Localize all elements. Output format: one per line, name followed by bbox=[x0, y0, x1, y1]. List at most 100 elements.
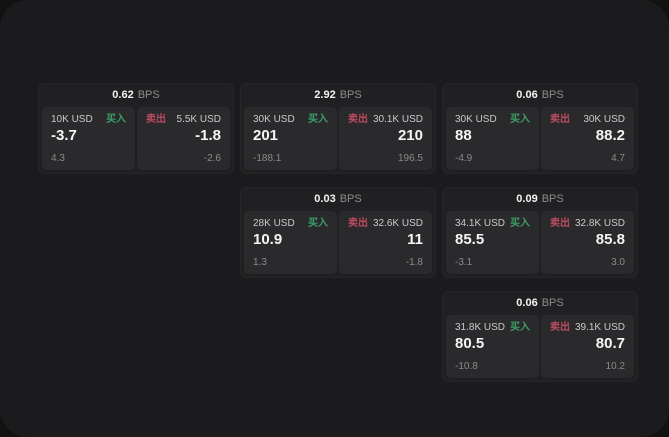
spread-value: 0.06 bbox=[516, 297, 538, 309]
sell-panel[interactable]: 卖出 32.8K USD 85.8 3.0 bbox=[541, 211, 634, 274]
spread-value: 0.09 bbox=[516, 193, 538, 205]
buy-size: 30K USD bbox=[455, 114, 497, 125]
quote-card: 0.09 BPS 34.1K USD 买入 85.5 -3.1 卖出 32.8K… bbox=[442, 187, 638, 278]
sell-sub-value: 3.0 bbox=[611, 257, 625, 268]
panel-top-row: 卖出 32.6K USD bbox=[348, 218, 423, 229]
spread-unit: BPS bbox=[541, 297, 564, 309]
sell-size: 32.8K USD bbox=[574, 218, 625, 229]
spread-header: 0.62 BPS bbox=[39, 84, 233, 107]
spread-header: 0.03 BPS bbox=[241, 188, 435, 211]
sell-label: 卖出 bbox=[348, 114, 368, 125]
buy-panel[interactable]: 10K USD 买入 -3.7 4.3 bbox=[42, 107, 135, 170]
sell-panel[interactable]: 卖出 32.6K USD 11 -1.8 bbox=[339, 211, 432, 274]
sell-price: 88.2 bbox=[595, 127, 625, 144]
panel-top-row: 31.8K USD 买入 bbox=[455, 322, 530, 333]
spread-header: 0.06 BPS bbox=[443, 84, 637, 107]
buy-label: 买入 bbox=[106, 114, 126, 125]
sell-label: 卖出 bbox=[348, 218, 368, 229]
panel-top-row: 28K USD 买入 bbox=[253, 218, 328, 229]
sell-panel[interactable]: 卖出 5.5K USD -1.8 -2.6 bbox=[137, 107, 230, 170]
panels: 28K USD 买入 10.9 1.3 卖出 32.6K USD 11 -1.8 bbox=[241, 211, 435, 277]
sell-panel[interactable]: 卖出 39.1K USD 80.7 10.2 bbox=[541, 315, 634, 378]
quote-cards-grid: 0.62 BPS 10K USD 买入 -3.7 4.3 卖出 5.5K USD bbox=[38, 83, 638, 382]
quote-card: 0.06 BPS 30K USD 买入 88 -4.9 卖出 30K USD bbox=[442, 83, 638, 174]
buy-sub-value: 4.3 bbox=[51, 153, 65, 164]
sell-panel[interactable]: 卖出 30.1K USD 210 196.5 bbox=[339, 107, 432, 170]
quote-card: 2.92 BPS 30K USD 买入 201 -188.1 卖出 30.1K … bbox=[240, 83, 436, 174]
panels: 30K USD 买入 88 -4.9 卖出 30K USD 88.2 4.7 bbox=[443, 107, 637, 173]
sell-panel[interactable]: 卖出 30K USD 88.2 4.7 bbox=[541, 107, 634, 170]
buy-sub-value: -3.1 bbox=[455, 257, 473, 268]
sell-size: 5.5K USD bbox=[176, 114, 221, 125]
buy-sub-value: -188.1 bbox=[253, 153, 282, 164]
panel-top-row: 30K USD 买入 bbox=[253, 114, 328, 125]
spread-value: 0.03 bbox=[314, 193, 336, 205]
spread-unit: BPS bbox=[541, 89, 564, 101]
sell-size: 30.1K USD bbox=[372, 114, 423, 125]
buy-price: 80.5 bbox=[455, 335, 485, 352]
panel-top-row: 34.1K USD 买入 bbox=[455, 218, 530, 229]
panel-top-row: 10K USD 买入 bbox=[51, 114, 126, 125]
sell-size: 32.6K USD bbox=[372, 218, 423, 229]
buy-panel[interactable]: 31.8K USD 买入 80.5 -10.8 bbox=[446, 315, 539, 378]
buy-label: 买入 bbox=[510, 114, 530, 125]
buy-label: 买入 bbox=[308, 114, 328, 125]
sell-sub-value: -2.6 bbox=[203, 153, 221, 164]
sell-label: 卖出 bbox=[550, 218, 570, 229]
buy-label: 买入 bbox=[510, 218, 530, 229]
buy-size: 31.8K USD bbox=[455, 322, 506, 333]
buy-price: 85.5 bbox=[455, 231, 485, 248]
spread-header: 2.92 BPS bbox=[241, 84, 435, 107]
spread-value: 0.06 bbox=[516, 89, 538, 101]
buy-panel[interactable]: 30K USD 买入 201 -188.1 bbox=[244, 107, 337, 170]
buy-label: 买入 bbox=[510, 322, 530, 333]
panels: 30K USD 买入 201 -188.1 卖出 30.1K USD 210 1… bbox=[241, 107, 435, 173]
panel-top-row: 卖出 39.1K USD bbox=[550, 322, 625, 333]
panel-top-row: 30K USD 买入 bbox=[455, 114, 530, 125]
sell-price: 85.8 bbox=[595, 231, 625, 248]
sell-price: 11 bbox=[407, 231, 423, 248]
sell-sub-value: -1.8 bbox=[405, 257, 423, 268]
buy-price: -3.7 bbox=[51, 127, 77, 144]
panels: 34.1K USD 买入 85.5 -3.1 卖出 32.8K USD 85.8… bbox=[443, 211, 637, 277]
panels: 31.8K USD 买入 80.5 -10.8 卖出 39.1K USD 80.… bbox=[443, 315, 637, 381]
buy-sub-value: -4.9 bbox=[455, 153, 473, 164]
spread-unit: BPS bbox=[137, 89, 160, 101]
sell-sub-value: 196.5 bbox=[397, 153, 423, 164]
panel-top-row: 卖出 30K USD bbox=[550, 114, 625, 125]
sell-price: -1.8 bbox=[195, 127, 221, 144]
buy-size: 34.1K USD bbox=[455, 218, 506, 229]
panel-top-row: 卖出 5.5K USD bbox=[146, 114, 221, 125]
buy-price: 201 bbox=[253, 127, 279, 144]
sell-label: 卖出 bbox=[550, 114, 570, 125]
panel-top-row: 卖出 30.1K USD bbox=[348, 114, 423, 125]
sell-sub-value: 10.2 bbox=[605, 361, 625, 372]
panels: 10K USD 买入 -3.7 4.3 卖出 5.5K USD -1.8 -2.… bbox=[39, 107, 233, 173]
sell-price: 210 bbox=[397, 127, 423, 144]
quote-card: 0.03 BPS 28K USD 买入 10.9 1.3 卖出 32.6K US… bbox=[240, 187, 436, 278]
buy-price: 88 bbox=[455, 127, 472, 144]
spread-unit: BPS bbox=[339, 89, 362, 101]
buy-price: 10.9 bbox=[253, 231, 283, 248]
buy-panel[interactable]: 28K USD 买入 10.9 1.3 bbox=[244, 211, 337, 274]
quote-card: 0.62 BPS 10K USD 买入 -3.7 4.3 卖出 5.5K USD bbox=[38, 83, 234, 174]
sell-size: 39.1K USD bbox=[574, 322, 625, 333]
sell-size: 30K USD bbox=[583, 114, 625, 125]
buy-label: 买入 bbox=[308, 218, 328, 229]
spread-value: 0.62 bbox=[112, 89, 134, 101]
buy-sub-value: -10.8 bbox=[455, 361, 478, 372]
spread-unit: BPS bbox=[541, 193, 564, 205]
buy-sub-value: 1.3 bbox=[253, 257, 267, 268]
panel-top-row: 卖出 32.8K USD bbox=[550, 218, 625, 229]
buy-size: 28K USD bbox=[253, 218, 295, 229]
spread-value: 2.92 bbox=[314, 89, 336, 101]
sell-price: 80.7 bbox=[595, 335, 625, 352]
sell-label: 卖出 bbox=[550, 322, 570, 333]
spread-header: 0.06 BPS bbox=[443, 292, 637, 315]
buy-size: 30K USD bbox=[253, 114, 295, 125]
buy-size: 10K USD bbox=[51, 114, 93, 125]
buy-panel[interactable]: 34.1K USD 买入 85.5 -3.1 bbox=[446, 211, 539, 274]
buy-panel[interactable]: 30K USD 买入 88 -4.9 bbox=[446, 107, 539, 170]
sell-sub-value: 4.7 bbox=[611, 153, 625, 164]
